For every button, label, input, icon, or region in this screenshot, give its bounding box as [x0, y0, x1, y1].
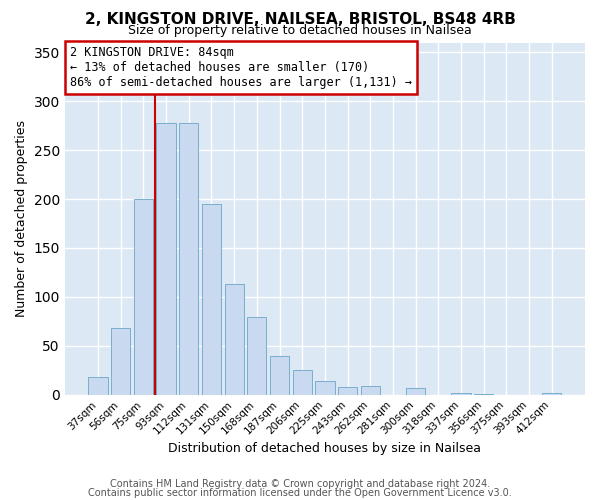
- Bar: [157, 122, 176, 394]
- Bar: [315, 381, 335, 394]
- Bar: [361, 386, 380, 394]
- Text: 2, KINGSTON DRIVE, NAILSEA, BRISTOL, BS48 4RB: 2, KINGSTON DRIVE, NAILSEA, BRISTOL, BS4…: [85, 12, 515, 28]
- Bar: [179, 122, 199, 394]
- Bar: [451, 393, 470, 394]
- Bar: [247, 318, 266, 394]
- Text: Contains HM Land Registry data © Crown copyright and database right 2024.: Contains HM Land Registry data © Crown c…: [110, 479, 490, 489]
- Bar: [270, 356, 289, 395]
- Text: 2 KINGSTON DRIVE: 84sqm
← 13% of detached houses are smaller (170)
86% of semi-d: 2 KINGSTON DRIVE: 84sqm ← 13% of detache…: [70, 46, 412, 89]
- Bar: [542, 393, 562, 394]
- Bar: [293, 370, 312, 394]
- Bar: [111, 328, 130, 394]
- Bar: [202, 204, 221, 394]
- Y-axis label: Number of detached properties: Number of detached properties: [15, 120, 28, 317]
- Bar: [338, 387, 357, 394]
- Bar: [406, 388, 425, 394]
- X-axis label: Distribution of detached houses by size in Nailsea: Distribution of detached houses by size …: [169, 442, 481, 455]
- Bar: [88, 377, 108, 394]
- Bar: [224, 284, 244, 395]
- Text: Contains public sector information licensed under the Open Government Licence v3: Contains public sector information licen…: [88, 488, 512, 498]
- Bar: [134, 199, 153, 394]
- Text: Size of property relative to detached houses in Nailsea: Size of property relative to detached ho…: [128, 24, 472, 37]
